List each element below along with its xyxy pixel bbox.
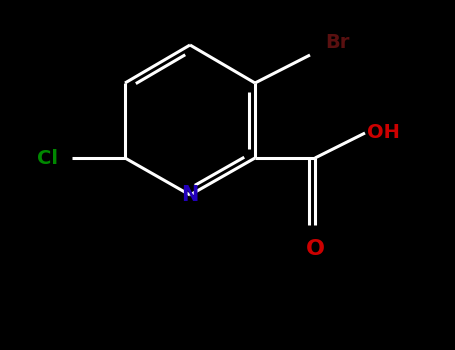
Text: Br: Br [325, 33, 349, 51]
Text: OH: OH [367, 124, 400, 142]
Text: Cl: Cl [37, 148, 58, 168]
Text: O: O [305, 239, 324, 259]
Text: N: N [181, 185, 199, 205]
